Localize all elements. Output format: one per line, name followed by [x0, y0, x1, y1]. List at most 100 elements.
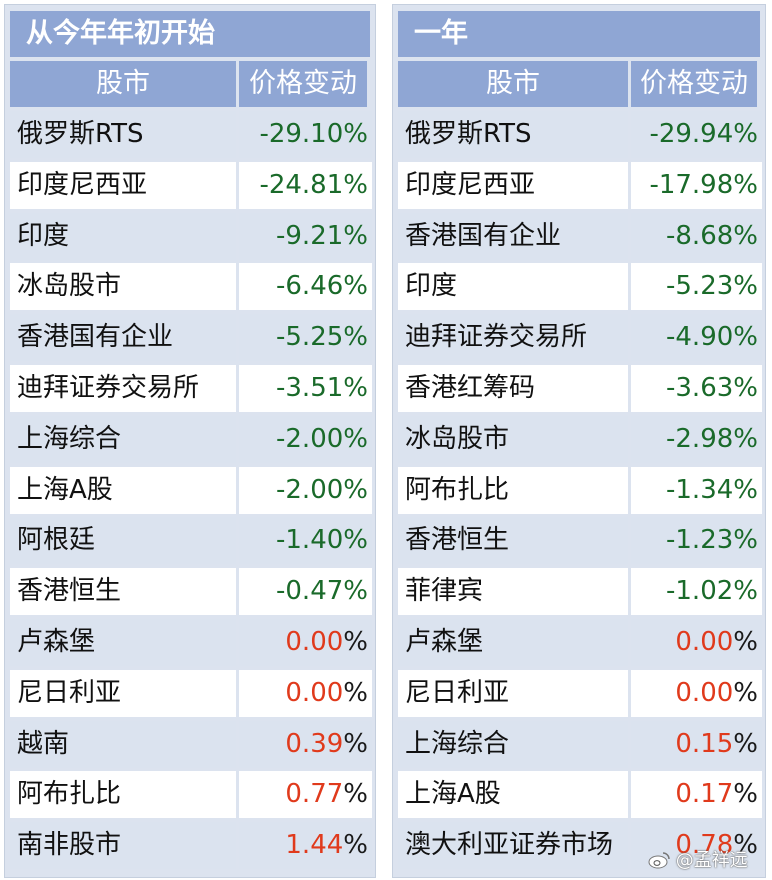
price-change-value: -1.23%	[631, 517, 762, 565]
one-year-table-row: 俄罗斯RTS -29.94%	[398, 111, 762, 158]
one-year-table-row: 香港恒生 -1.23%	[398, 517, 762, 565]
price-change-number: -6.46	[276, 271, 344, 302]
market-name: 迪拜证券交易所	[398, 314, 628, 362]
market-name: 香港国有企业	[398, 212, 628, 260]
percent-sign: %	[733, 373, 758, 403]
price-change-number: -29.94	[649, 119, 734, 149]
percent-sign: %	[733, 779, 758, 810]
market-name: 印度尼西亚	[398, 161, 628, 209]
price-change-value: -17.98%	[631, 161, 762, 209]
market-name: 香港恒生	[398, 517, 628, 565]
price-change-number: -8.68	[666, 220, 734, 251]
price-change-value: -5.23%	[631, 263, 762, 311]
price-change-number: -24.81	[259, 169, 344, 200]
ytd-table-row: 尼日利亚 0.00%	[10, 669, 372, 717]
price-change-number: 0.78	[675, 830, 734, 861]
price-change-number: -1.34	[666, 474, 734, 505]
price-change-value: 1.44%	[239, 822, 372, 870]
price-change-number: -2.98	[666, 423, 734, 454]
percent-sign: %	[733, 271, 758, 302]
price-change-value: -3.63%	[631, 365, 762, 412]
price-change-value: 0.00%	[239, 669, 372, 717]
one-year-table-row: 上海A股 0.17%	[398, 771, 762, 819]
ytd-table-row: 阿根廷 -1.40%	[10, 517, 372, 565]
market-name: 冰岛股市	[398, 415, 628, 463]
price-change-number: -4.90	[666, 322, 734, 353]
ytd-table-row: 上海综合 -2.00%	[10, 415, 372, 463]
price-change-number: 0.15	[675, 728, 734, 759]
market-name: 印度尼西亚	[10, 161, 236, 209]
price-change-value: -0.47%	[239, 568, 372, 616]
one-year-table-row: 香港红筹码 -3.63%	[398, 365, 762, 412]
price-change-value: 0.00%	[631, 619, 762, 666]
price-change-number: 0.00	[285, 677, 344, 708]
one-year-table-row: 卢森堡 0.00%	[398, 619, 762, 666]
percent-sign: %	[343, 373, 368, 403]
percent-sign: %	[343, 728, 368, 759]
price-change-number: -1.40	[276, 525, 344, 556]
price-change-number: 1.44	[285, 830, 344, 861]
percent-sign: %	[343, 271, 368, 302]
market-name: 上海A股	[10, 466, 236, 514]
percent-sign: %	[733, 728, 758, 759]
market-name: 冰岛股市	[10, 263, 236, 311]
percent-sign: %	[733, 423, 758, 454]
percent-sign: %	[733, 220, 758, 251]
market-name: 澳大利亚证券市场	[398, 822, 628, 870]
price-change-value: -9.21%	[239, 212, 372, 260]
percent-sign: %	[343, 423, 368, 454]
one-year-table-row: 上海综合 0.15%	[398, 720, 762, 768]
price-change-number: -9.21	[276, 220, 344, 251]
price-change-value: -3.51%	[239, 365, 372, 412]
percent-sign: %	[343, 576, 368, 607]
one-year-table-row: 澳大利亚证券市场 0.78%	[398, 822, 762, 870]
price-change-number: -17.98	[649, 169, 734, 200]
price-change-number: 0.00	[675, 627, 734, 657]
price-change-value: -1.40%	[239, 517, 372, 565]
ytd-table-row: 阿布扎比 0.77%	[10, 771, 372, 819]
market-name: 印度	[398, 263, 628, 311]
market-name: 香港红筹码	[398, 365, 628, 412]
market-name: 尼日利亚	[398, 669, 628, 717]
market-name: 卢森堡	[10, 619, 236, 666]
price-change-value: -8.68%	[631, 212, 762, 260]
ytd-panel: 从今年年初开始 股市 价格变动 俄罗斯RTS -29.10% 印度尼西亚 -24.81…	[4, 4, 376, 878]
percent-sign: %	[733, 169, 758, 200]
price-change-value: 0.39%	[239, 720, 372, 768]
ytd-table-row: 俄罗斯RTS -29.10%	[10, 111, 372, 158]
market-name: 阿布扎比	[10, 771, 236, 819]
ytd-header-market: 股市	[10, 61, 236, 107]
ytd-title: 从今年年初开始	[10, 11, 370, 57]
market-name: 南非股市	[10, 822, 236, 870]
ytd-table-row: 印度尼西亚 -24.81%	[10, 161, 372, 209]
price-change-number: -1.02	[666, 576, 734, 607]
percent-sign: %	[343, 119, 368, 149]
price-change-value: -29.10%	[239, 111, 372, 158]
percent-sign: %	[733, 627, 758, 657]
price-change-number: 0.00	[285, 627, 344, 657]
market-name: 越南	[10, 720, 236, 768]
percent-sign: %	[343, 322, 368, 353]
one-year-header-change: 价格变动	[631, 61, 757, 107]
price-change-value: -2.98%	[631, 415, 762, 463]
percent-sign: %	[343, 525, 368, 556]
one-year-table-row: 香港国有企业 -8.68%	[398, 212, 762, 260]
price-change-value: 0.78%	[631, 822, 762, 870]
price-change-number: -5.25	[276, 322, 344, 353]
price-change-number: -3.63	[666, 373, 734, 403]
price-change-number: 0.77	[285, 779, 344, 810]
market-name: 菲律宾	[398, 568, 628, 616]
percent-sign: %	[343, 830, 368, 861]
percent-sign: %	[343, 627, 368, 657]
one-year-table-row: 尼日利亚 0.00%	[398, 669, 762, 717]
one-year-table-row: 印度尼西亚 -17.98%	[398, 161, 762, 209]
price-change-value: -2.00%	[239, 415, 372, 463]
ytd-table-row: 越南 0.39%	[10, 720, 372, 768]
price-change-number: -3.51	[276, 373, 344, 403]
one-year-table-row: 阿布扎比 -1.34%	[398, 466, 762, 514]
market-name: 上海A股	[398, 771, 628, 819]
percent-sign: %	[343, 677, 368, 708]
one-year-header-market: 股市	[398, 61, 628, 107]
one-year-table-row: 菲律宾 -1.02%	[398, 568, 762, 616]
percent-sign: %	[733, 830, 758, 861]
